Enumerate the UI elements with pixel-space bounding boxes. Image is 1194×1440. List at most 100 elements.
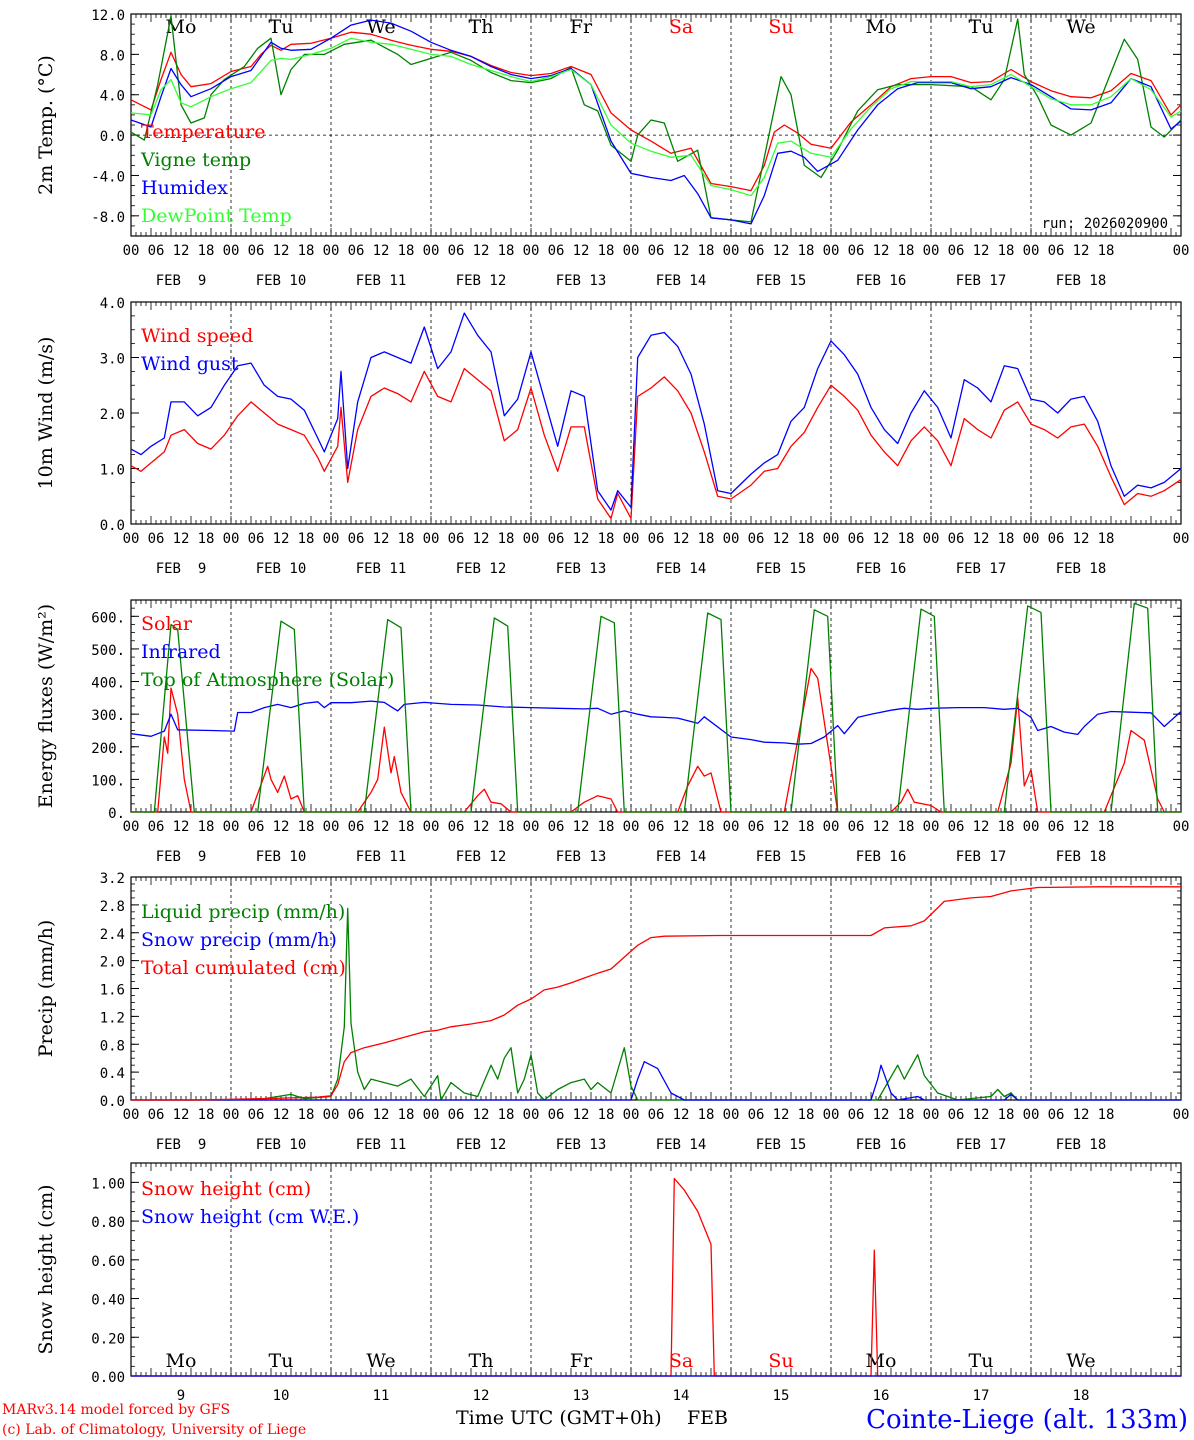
panel-wind: 0.0 1.0 2.0 3.0 4.0 10m Wind (m/s) 00 06 12 18 FEB… bbox=[35, 296, 1189, 577]
x-hour-label: 00 bbox=[123, 531, 140, 547]
x-hour-label: 18 bbox=[398, 243, 415, 259]
x-hour-label: 06 bbox=[948, 243, 965, 259]
x-hour-label: 06 bbox=[448, 243, 465, 259]
x-date-label: FEB 11 bbox=[356, 849, 407, 865]
x-hour-label: 00 bbox=[923, 531, 940, 547]
x-hour-label: 00 bbox=[423, 1107, 440, 1123]
series-vigne-temp bbox=[130, 15, 1182, 223]
y-tick-label: 2.0 bbox=[100, 955, 125, 971]
x-hour-label: 00 bbox=[323, 531, 340, 547]
weekday-label: Sa bbox=[669, 1350, 693, 1372]
x-hour-label: 00 bbox=[1023, 531, 1040, 547]
x-hour-label: 00 bbox=[323, 1107, 340, 1123]
x-hour-label: 12 bbox=[673, 1107, 690, 1123]
y-tick-label: 4.0 bbox=[100, 89, 125, 105]
x-hour-label: 18 bbox=[898, 531, 915, 547]
x-hour-label: 12 bbox=[873, 531, 890, 547]
x-hour-label: 06 bbox=[148, 243, 165, 259]
y-tick-label: 0.4 bbox=[100, 1066, 125, 1082]
x-hour-label: 12 bbox=[373, 531, 390, 547]
weekday-label: Mo bbox=[866, 1350, 897, 1372]
legend-entry: Snow height (cm W.E.) bbox=[141, 1206, 359, 1228]
x-hour-label: 18 bbox=[1098, 819, 1115, 835]
x-hour-label: 18 bbox=[198, 243, 215, 259]
legend-entry: Solar bbox=[141, 613, 193, 635]
x-hour-label: 12 bbox=[273, 1107, 290, 1123]
x-hour-label: 12 bbox=[673, 531, 690, 547]
y-tick-label: 1.0 bbox=[100, 463, 125, 479]
x-hour-label: 18 bbox=[398, 819, 415, 835]
x-hour-label: 06 bbox=[248, 1107, 265, 1123]
x-hour-label: 18 bbox=[698, 819, 715, 835]
x-hour-label: 12 bbox=[573, 819, 590, 835]
x-hour-label: 06 bbox=[848, 1107, 865, 1123]
run-annotation: run: 2026020900 bbox=[1042, 216, 1168, 232]
x-hour-label: 18 bbox=[198, 1107, 215, 1123]
y-tick-label: -4.0 bbox=[91, 169, 125, 185]
weekday-label: Th bbox=[469, 16, 494, 38]
x-hour-label: 12 bbox=[473, 243, 490, 259]
x-hour-label: 06 bbox=[548, 243, 565, 259]
x-hour-label: 12 bbox=[1073, 531, 1090, 547]
x-hour-label: 00 bbox=[223, 243, 240, 259]
x-hour-label: 18 bbox=[1098, 1107, 1115, 1123]
model-credit: MARv3.14 model forced by GFS bbox=[2, 1402, 230, 1418]
x-hour-label: 12 bbox=[1073, 1107, 1090, 1123]
series-total-cumulated-cm bbox=[131, 886, 1181, 1101]
x-date-label: FEB 9 bbox=[156, 1137, 207, 1153]
weekday-label: Su bbox=[768, 16, 793, 38]
x-hour-label: 06 bbox=[548, 1107, 565, 1123]
x-axis-month: FEB bbox=[687, 1407, 728, 1429]
legend-entry: Snow precip (mm/h) bbox=[141, 929, 337, 951]
x-hour-label: 18 bbox=[998, 531, 1015, 547]
x-hour-label: 00 bbox=[823, 531, 840, 547]
x-hour-label: 00 bbox=[223, 1107, 240, 1123]
y-tick-label: -8.0 bbox=[91, 210, 125, 226]
weekday-label: We bbox=[1066, 1350, 1095, 1372]
x-hour-label: 00 bbox=[223, 531, 240, 547]
series-liquid-precip-mm-h bbox=[131, 907, 1181, 1101]
x-hour-label: 06 bbox=[848, 819, 865, 835]
x-date-label: FEB 12 bbox=[456, 273, 507, 289]
weekday-label: Tu bbox=[269, 1350, 294, 1372]
y-tick-label: 0.20 bbox=[91, 1331, 125, 1347]
weekday-label: We bbox=[366, 1350, 395, 1372]
x-hour-label: 12 bbox=[573, 531, 590, 547]
x-hour-label: 12 bbox=[173, 819, 190, 835]
weekday-label: Sa bbox=[669, 16, 693, 38]
x-hour-label: 18 bbox=[498, 531, 515, 547]
x-date-label: FEB 10 bbox=[256, 273, 307, 289]
x-hour-label: 12 bbox=[673, 243, 690, 259]
x-date-label: FEB 13 bbox=[556, 1137, 607, 1153]
x-hour-label: 18 bbox=[1098, 243, 1115, 259]
x-hour-label: 12 bbox=[173, 1107, 190, 1123]
x-hour-label: 00 bbox=[1023, 1107, 1040, 1123]
y-tick-label: 3.2 bbox=[100, 871, 125, 887]
series-infrared bbox=[130, 700, 1182, 745]
x-date-label: FEB 16 bbox=[856, 1137, 907, 1153]
y-tick-label: 2.8 bbox=[100, 899, 125, 915]
x-hour-label: 12 bbox=[573, 1107, 590, 1123]
x-hour-label: 06 bbox=[848, 243, 865, 259]
panel-energy: 0. 100. 200. 300. 400. 500. 600. Energy fluxes … bbox=[35, 599, 1189, 865]
x-hour-label: 06 bbox=[448, 1107, 465, 1123]
x-hour-label: 00 bbox=[623, 819, 640, 835]
series-solar bbox=[131, 667, 1181, 813]
x-hour-label: 18 bbox=[198, 819, 215, 835]
x-hour-label: 12 bbox=[973, 243, 990, 259]
legend-entry: Top of Atmosphere (Solar) bbox=[141, 669, 394, 691]
weekday-label: Mo bbox=[166, 1350, 197, 1372]
x-date-label: FEB 9 bbox=[156, 849, 207, 865]
x-hour-label: 06 bbox=[348, 1107, 365, 1123]
legend-entry: Snow height (cm) bbox=[141, 1178, 311, 1200]
day-number-label: 11 bbox=[373, 1388, 390, 1404]
x-hour-label: 06 bbox=[748, 819, 765, 835]
x-date-label: FEB 15 bbox=[756, 849, 807, 865]
x-hour-label: 18 bbox=[498, 819, 515, 835]
x-hour-label: 06 bbox=[148, 531, 165, 547]
x-date-label: FEB 17 bbox=[956, 1137, 1007, 1153]
x-hour-label: 06 bbox=[1048, 1107, 1065, 1123]
y-tick-label: 100. bbox=[91, 773, 125, 789]
x-hour-label: 12 bbox=[473, 1107, 490, 1123]
